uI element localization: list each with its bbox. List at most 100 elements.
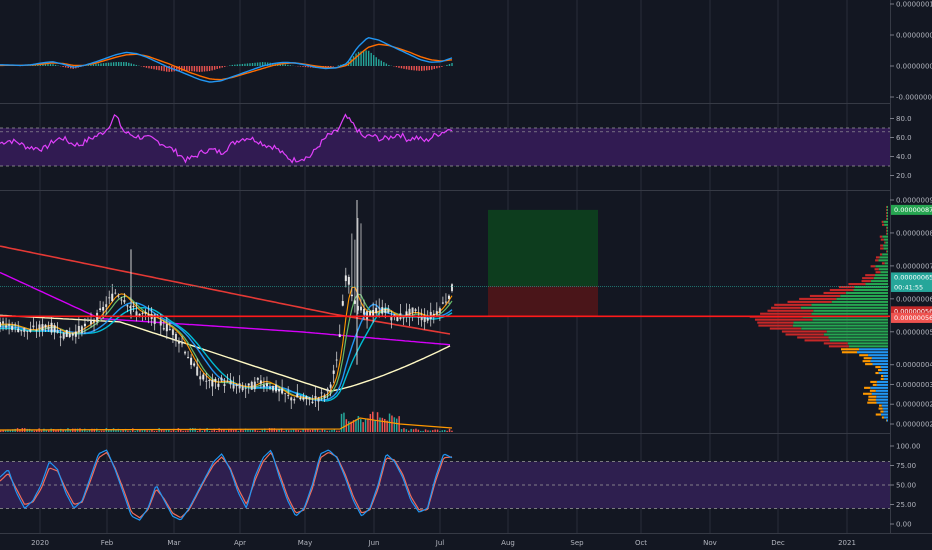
volume-profile-bar <box>876 395 888 398</box>
volume-bar <box>297 430 300 432</box>
volume-bar <box>242 430 244 432</box>
volume-profile-bar <box>812 318 888 321</box>
candle-body <box>238 383 241 389</box>
candle-body <box>168 329 171 331</box>
candle-body <box>402 317 405 319</box>
volume-bar <box>364 418 367 432</box>
candle-body <box>344 275 347 282</box>
volume-profile-bar <box>875 398 888 401</box>
time-axis-label: Sep <box>570 539 584 547</box>
volume-profile-bar <box>863 392 872 395</box>
volume-bar <box>136 430 139 432</box>
volume-profile-bar <box>881 374 884 378</box>
volume-profile-bar <box>870 360 888 363</box>
volume-bar <box>223 429 225 432</box>
volume-profile-bar <box>875 259 879 262</box>
volume-bar <box>36 430 38 432</box>
candle-body <box>338 334 341 338</box>
candle-body <box>444 301 447 303</box>
volume-bar <box>199 428 201 432</box>
candle-body <box>302 397 305 400</box>
volume-bar <box>211 430 213 432</box>
volume-profile-bar <box>870 380 877 383</box>
stoch-tick-label: 100.00 <box>896 443 921 451</box>
volume-profile-bar <box>869 389 876 392</box>
volume-bar <box>62 429 64 432</box>
volume-bar <box>9 430 12 432</box>
volume-bar <box>156 430 158 432</box>
volume-profile-bar <box>886 205 887 209</box>
price-tag-label: 0.00000056 <box>894 308 932 316</box>
volume-profile-bar <box>853 288 888 292</box>
volume-profile-bar <box>880 377 884 380</box>
volume-profile-bar <box>886 208 888 212</box>
volume-bar <box>175 430 177 432</box>
time-axis-label: May <box>298 539 312 547</box>
volume-profile-bar <box>799 297 837 300</box>
volume-bar <box>314 428 316 432</box>
volume-profile-bar <box>760 312 812 315</box>
volume-profile-bar <box>882 235 888 238</box>
volume-profile-bar <box>757 321 794 324</box>
time-axis[interactable]: 2020 Feb Mar Apr May Jun Jul Aug Sep Oct Nov Dec 202… <box>31 539 856 547</box>
volume-bar <box>237 430 240 432</box>
candle-body <box>199 376 202 380</box>
volume-profile-bar <box>848 283 866 286</box>
candle-body <box>235 384 238 387</box>
candle-body <box>317 397 320 402</box>
volume-bar <box>165 430 168 432</box>
candle-body <box>50 322 53 333</box>
volume-bar <box>170 430 172 432</box>
volume-bar <box>4 430 7 432</box>
volume-bar <box>360 419 362 432</box>
volume-bar <box>141 430 144 432</box>
volume-profile-bar <box>874 268 879 271</box>
volume-bar <box>110 429 112 432</box>
volume-profile-bar <box>875 413 882 416</box>
macd-tick-label: 0.00000005 <box>896 32 932 40</box>
volume-profile-bar <box>828 336 888 339</box>
volume-profile-bar <box>813 309 888 312</box>
volume-bar <box>336 430 338 432</box>
volume-bar <box>115 429 117 432</box>
volume-profile-bar <box>826 330 888 333</box>
volume-profile-bar <box>848 345 888 348</box>
volume-bar <box>93 428 96 432</box>
volume-profile-bar <box>871 357 888 360</box>
volume-bar <box>405 429 408 432</box>
volume-profile-bar <box>845 291 888 295</box>
price-tick-label: 0.00000028 <box>896 401 932 409</box>
volume-bar <box>81 429 84 432</box>
volume-bar <box>129 430 132 432</box>
stoch-k-line <box>0 449 453 521</box>
candle-body <box>211 379 214 387</box>
volume-bar <box>381 417 384 432</box>
volume-profile-bar <box>841 351 858 354</box>
candle-body <box>278 388 281 392</box>
volume-profile-bar <box>878 268 888 271</box>
price-tag-label: 0.00000065 <box>894 274 932 282</box>
volume-profile-bar <box>886 232 888 235</box>
candle-body <box>372 309 375 316</box>
volume-profile-bar <box>886 250 887 253</box>
volume-profile-bar <box>863 357 872 360</box>
candle-body <box>5 325 8 328</box>
volume-profile-bar <box>823 333 888 336</box>
volume-profile-bar <box>878 369 882 372</box>
volume-profile-bar <box>880 410 884 413</box>
candle-body <box>8 324 11 326</box>
volume-profile-bar <box>881 416 884 419</box>
volume-bar <box>187 430 189 432</box>
volume-bar <box>372 411 374 432</box>
volume-profile-bar <box>884 262 888 265</box>
volume-profile-bar <box>865 274 875 277</box>
volume-bar <box>117 428 120 432</box>
volume-profile-bar <box>774 303 812 306</box>
candle-body <box>287 395 290 397</box>
